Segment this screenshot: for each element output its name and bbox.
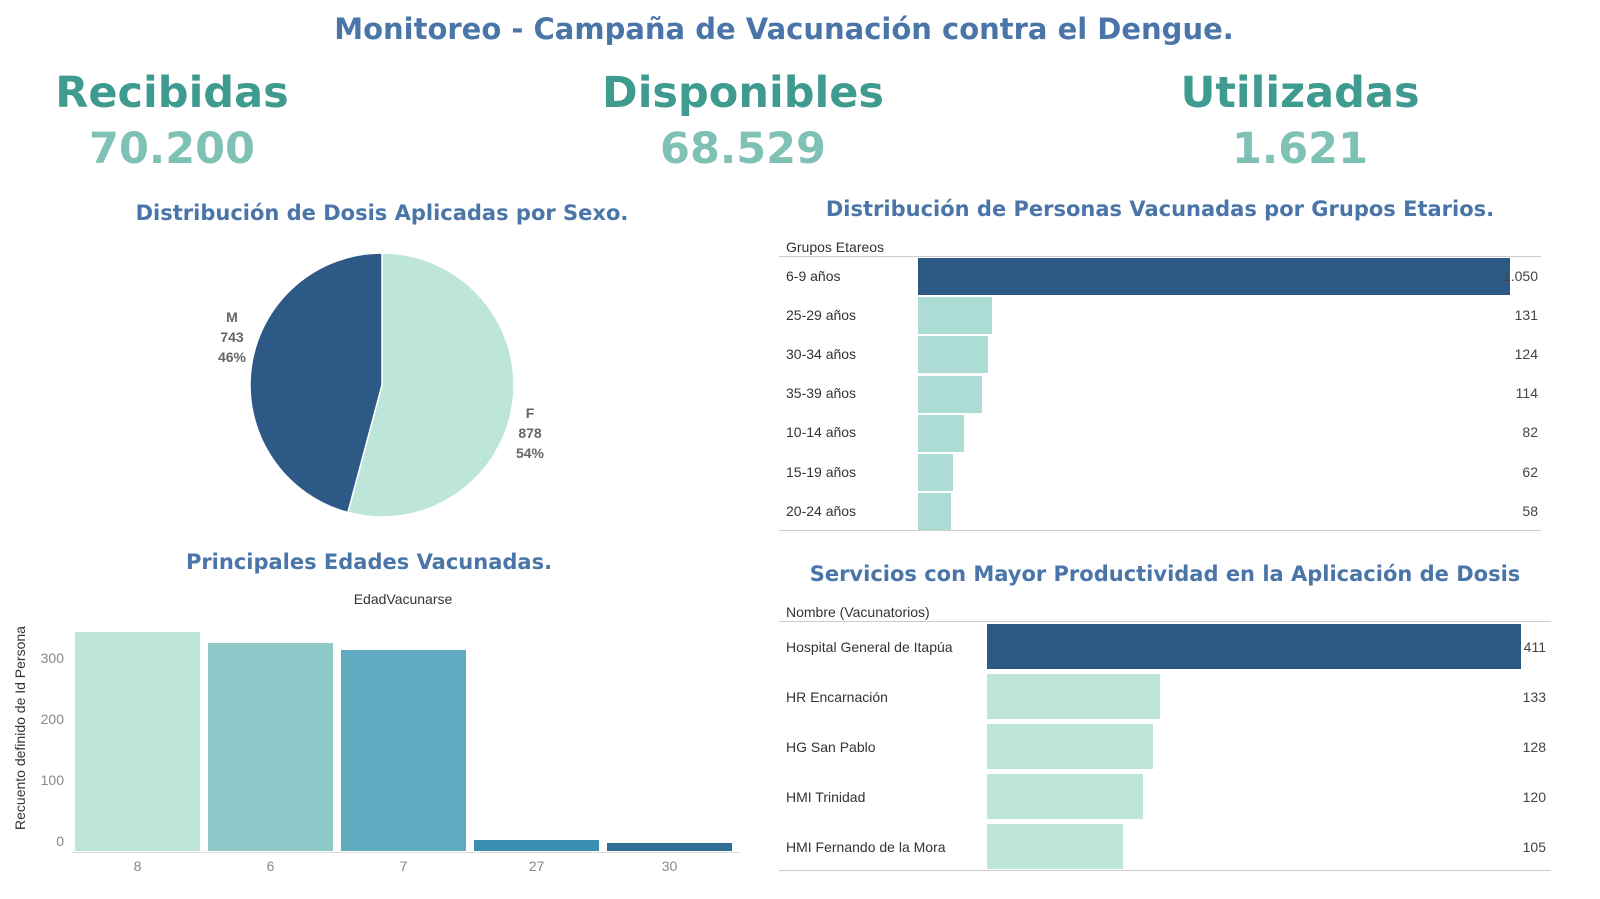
bar (918, 493, 951, 531)
y-tick-label: 200 (40, 711, 64, 727)
bar-value-label: 58 (1522, 502, 1538, 519)
kpi-recibidas-value: 70.200 (89, 124, 255, 174)
bar (607, 843, 732, 851)
category-label: 35-39 años (786, 385, 857, 402)
dashboard-title: Monitoreo - Campaña de Vacunación contra… (334, 12, 1234, 46)
pie-slice-f[interactable] (346, 252, 515, 518)
category-label: HG San Pablo (786, 739, 876, 755)
bar (918, 297, 992, 335)
category-label: 15-19 años (786, 463, 857, 480)
category-label: HR Encarnación (786, 689, 888, 705)
services-chart-title: Servicios con Mayor Productividad en la … (809, 562, 1521, 586)
age-group-chart-title: Distribución de Personas Vacunadas por G… (825, 197, 1495, 221)
x-tick-label: 30 (661, 858, 678, 874)
bar (987, 774, 1143, 819)
kpi-utilizadas-label: Utilizadas (1180, 68, 1420, 118)
x-tick-label: 27 (528, 858, 545, 874)
bar-value-label: 62 (1522, 463, 1538, 480)
bar-value-label: 114 (1515, 385, 1538, 402)
kpi-disponibles-value: 68.529 (660, 124, 826, 174)
bar-value-label: 133 (1522, 689, 1546, 705)
bar (918, 454, 953, 491)
bar (341, 649, 466, 851)
bar (987, 624, 1521, 669)
pie-slice-m[interactable] (249, 252, 383, 514)
category-label: HMI Fernando de la Mora (786, 839, 946, 855)
sex-pie-chart (249, 252, 515, 518)
bar (918, 258, 1510, 295)
bar-value-label: 411 (1523, 639, 1546, 655)
bar (987, 824, 1124, 869)
x-tick-label: 7 (399, 858, 408, 874)
bar (474, 840, 599, 851)
age-group-header: Grupos Etareos (786, 239, 885, 255)
x-tick-label: 6 (266, 858, 275, 874)
kpi-disponibles-label: Disponibles (602, 68, 884, 118)
y-tick-label: 0 (56, 833, 64, 849)
pie-label-f: F 878 54% (506, 403, 554, 463)
bar (208, 642, 333, 851)
bar (918, 336, 988, 374)
ages-y-label: Recuento definido de Id Persona (12, 626, 28, 830)
y-tick-label: 100 (40, 772, 64, 788)
pie-m-pct: 46% (217, 349, 247, 365)
bar-value-label: 128 (1522, 739, 1546, 755)
bar-value-label: 124 (1514, 346, 1538, 362)
kpi-recibidas-label: Recibidas (55, 68, 289, 118)
pie-f-pct: 54% (515, 445, 545, 461)
bar (987, 724, 1154, 769)
bar-value-label: 1.050 (1502, 267, 1538, 284)
bar-value-label: 120 (1522, 789, 1546, 805)
category-label: 20-24 años (786, 502, 857, 519)
category-label: 25-29 años (786, 306, 857, 323)
pie-label-m: M 743 46% (208, 307, 256, 367)
pie-m-value: 743 (220, 329, 244, 345)
services-header: Nombre (Vacunatorios) (786, 604, 930, 620)
category-label: 10-14 años (786, 424, 857, 441)
bar (75, 632, 200, 851)
ages-x-label: EdadVacunarse (353, 591, 453, 607)
bar-value-label: 105 (1522, 839, 1546, 855)
category-label: HMI Trinidad (786, 789, 866, 805)
bar (918, 375, 983, 413)
bar (918, 414, 965, 452)
bar-value-label: 131 (1514, 306, 1538, 323)
category-label: 30-34 años (786, 346, 857, 362)
pie-f-name: F (525, 405, 535, 421)
category-label: Hospital General de Itapúa (786, 639, 953, 655)
sex-chart-title: Distribución de Dosis Aplicadas por Sexo… (135, 201, 629, 225)
y-tick-label: 300 (40, 650, 64, 666)
x-tick-label: 8 (133, 858, 142, 874)
bar (987, 674, 1160, 719)
pie-m-name: M (226, 309, 238, 325)
kpi-utilizadas-value: 1.621 (1231, 124, 1368, 174)
category-label: 6-9 años (786, 267, 841, 284)
ages-chart-title: Principales Edades Vacunadas. (185, 550, 553, 574)
bar-value-label: 82 (1522, 424, 1538, 441)
pie-f-value: 878 (518, 425, 542, 441)
